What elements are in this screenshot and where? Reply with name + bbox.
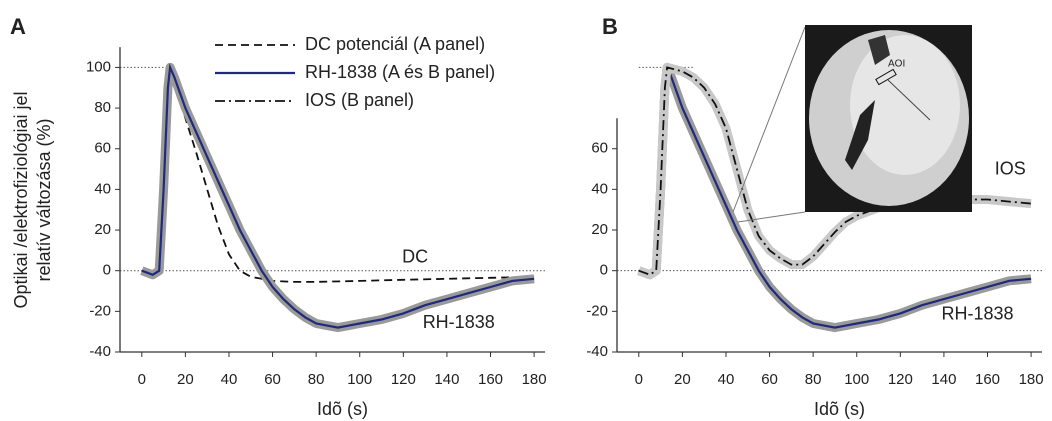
x-tick-label: 0	[635, 371, 643, 388]
series-label: DC	[402, 247, 428, 267]
x-tick-label: 60	[761, 371, 778, 388]
x-tick-label: 140	[434, 371, 459, 388]
inset-image: AOI	[732, 25, 972, 223]
x-tick-label: 0	[138, 371, 146, 388]
inset-arrow	[887, 79, 931, 121]
inset-shadow	[845, 100, 875, 170]
x-tick-label: 140	[931, 371, 956, 388]
panel-label: A	[10, 14, 26, 39]
inset-aoi	[875, 68, 897, 86]
inset-connector	[737, 211, 806, 223]
y-axis-title: Optikai /elektrofiziológiai jel	[11, 91, 31, 308]
x-tick-label: 100	[347, 371, 372, 388]
series-label: IOS	[995, 158, 1026, 178]
x-tick-label: 120	[888, 371, 913, 388]
series-label: RH-1838	[423, 312, 495, 332]
x-tick-label: 180	[522, 371, 547, 388]
y-tick-label: -40	[586, 343, 608, 360]
y-tick-label: -20	[586, 302, 608, 319]
y-tick-label: -20	[89, 302, 111, 319]
x-tick-label: 40	[718, 371, 735, 388]
y-tick-label: 0	[103, 262, 111, 279]
y-tick-label: 60	[94, 140, 111, 157]
y-axis-title: relatív változása (%)	[34, 118, 54, 281]
y-tick-label: 20	[591, 221, 608, 238]
legend-label: RH-1838 (A és B panel)	[305, 62, 495, 82]
y-tick-label: 100	[86, 58, 111, 75]
x-tick-label: 80	[308, 371, 325, 388]
x-tick-label: 20	[674, 371, 691, 388]
x-tick-label: 80	[805, 371, 822, 388]
y-tick-label: 60	[591, 140, 608, 157]
inset-label: AOI	[888, 59, 905, 70]
inset-field	[850, 35, 960, 175]
y-tick-label: 40	[591, 180, 608, 197]
series-line	[141, 63, 535, 329]
y-tick-label: -40	[89, 343, 111, 360]
inset-connector	[732, 26, 806, 213]
x-tick-label: 180	[1019, 371, 1044, 388]
x-tick-label: 160	[478, 371, 503, 388]
series-line	[141, 67, 535, 283]
x-tick-label: 20	[177, 371, 194, 388]
legend-label: IOS (B panel)	[305, 90, 414, 110]
series-label: RH-1838	[941, 304, 1013, 324]
x-tick-label: 60	[264, 371, 281, 388]
y-tick-label: 80	[94, 99, 111, 116]
panel-label: B	[602, 14, 618, 39]
x-tick-label: 100	[844, 371, 869, 388]
x-tick-label: 120	[391, 371, 416, 388]
x-axis-title: Idõ (s)	[317, 399, 368, 419]
inset-shadow	[868, 35, 890, 65]
y-tick-label: 0	[600, 262, 608, 279]
x-tick-label: 40	[221, 371, 238, 388]
x-tick-label: 160	[975, 371, 1000, 388]
x-axis-title: Idõ (s)	[814, 399, 865, 419]
y-tick-label: 20	[94, 221, 111, 238]
legend-label: DC potenciál (A panel)	[305, 34, 485, 54]
y-tick-label: 40	[94, 180, 111, 197]
